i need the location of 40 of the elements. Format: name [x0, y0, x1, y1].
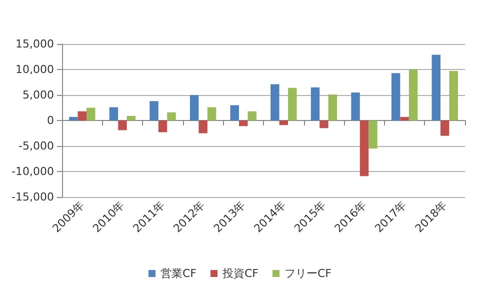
bar: [408, 70, 418, 120]
bar: [167, 112, 176, 120]
y-tick-label: -15,000: [12, 190, 54, 204]
legend-label: 投資CF: [221, 267, 259, 280]
bar: [360, 120, 369, 176]
bar: [190, 95, 199, 120]
bar: [126, 116, 136, 120]
bar: [328, 94, 338, 120]
bar: [440, 120, 450, 136]
y-tick-label: 5,000: [22, 88, 54, 102]
bar: [368, 120, 378, 149]
bar: [310, 87, 320, 120]
bar: [288, 88, 297, 120]
legend-label: フリーCF: [284, 267, 332, 280]
bar: [449, 71, 458, 120]
bar: [78, 111, 87, 120]
bar: [230, 105, 239, 120]
y-tick-label: 10,000: [16, 63, 54, 76]
legend-label: 営業CF: [160, 267, 197, 280]
y-tick-label: -10,000: [12, 165, 54, 178]
bar: [400, 116, 409, 120]
bar: [118, 120, 127, 130]
bar: [351, 92, 360, 120]
bar: [150, 101, 158, 120]
y-tick-label: 15,000: [16, 38, 54, 50]
bar: [248, 111, 256, 120]
bar: [109, 107, 118, 120]
y-tick-label: -5,000: [18, 140, 54, 152]
bar: [279, 120, 288, 126]
y-tick-label: 0: [47, 114, 54, 127]
bar: [320, 120, 328, 128]
bar: [158, 120, 168, 132]
bar: [207, 107, 216, 120]
bar: [432, 54, 440, 120]
bar: [86, 108, 96, 120]
bar: [391, 73, 400, 120]
bar: [198, 120, 208, 134]
bar: [270, 84, 280, 120]
bar: [69, 116, 78, 120]
bar: [238, 120, 248, 126]
